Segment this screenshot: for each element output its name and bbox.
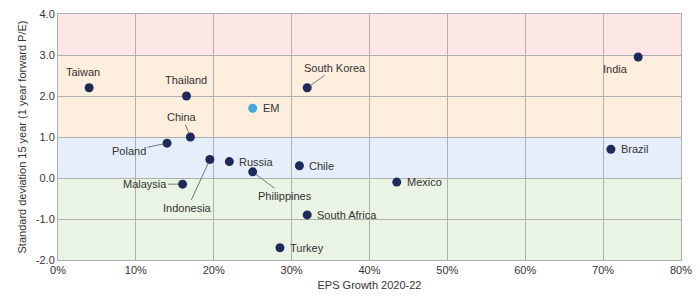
svg-text:South Korea: South Korea [304, 62, 366, 74]
svg-text:3.0: 3.0 [40, 49, 55, 61]
svg-text:Chile: Chile [309, 160, 334, 172]
svg-text:4.0: 4.0 [40, 8, 55, 20]
svg-text:Indonesia: Indonesia [163, 202, 212, 214]
svg-text:70%: 70% [592, 264, 614, 276]
svg-text:EPS Growth 2020-22: EPS Growth 2020-22 [318, 279, 422, 291]
svg-text:20%: 20% [203, 264, 225, 276]
svg-text:South Africa: South Africa [317, 209, 377, 221]
svg-text:Taiwan: Taiwan [66, 66, 100, 78]
svg-text:2.0: 2.0 [40, 90, 55, 102]
svg-text:0.0: 0.0 [40, 172, 55, 184]
svg-text:-2.0: -2.0 [36, 254, 55, 266]
svg-text:EM: EM [263, 102, 280, 114]
svg-text:India: India [603, 63, 628, 75]
svg-text:0%: 0% [50, 264, 66, 276]
svg-text:80%: 80% [670, 264, 692, 276]
svg-text:10%: 10% [125, 264, 147, 276]
svg-text:China: China [167, 111, 197, 123]
svg-text:Philippines: Philippines [258, 190, 312, 202]
svg-text:40%: 40% [358, 264, 380, 276]
svg-text:1.0: 1.0 [40, 131, 55, 143]
svg-text:30%: 30% [281, 264, 303, 276]
svg-text:Thailand: Thailand [165, 74, 207, 86]
svg-text:50%: 50% [436, 264, 458, 276]
svg-text:Poland: Poland [112, 145, 146, 157]
svg-text:Malaysia: Malaysia [123, 178, 167, 190]
svg-text:60%: 60% [514, 264, 536, 276]
svg-text:Turkey: Turkey [290, 242, 324, 254]
svg-text:Brazil: Brazil [621, 143, 649, 155]
svg-text:Mexico: Mexico [407, 176, 442, 188]
svg-text:Russia: Russia [239, 156, 274, 168]
svg-text:-1.0: -1.0 [36, 213, 55, 225]
svg-text:Standard deviation 15 year (1: Standard deviation 15 year (1 year forwa… [16, 21, 28, 254]
